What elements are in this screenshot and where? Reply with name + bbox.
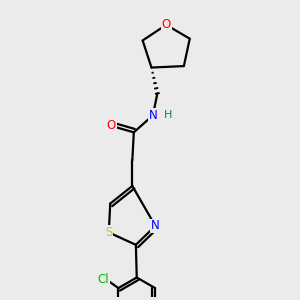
Text: Cl: Cl xyxy=(97,273,109,286)
Text: O: O xyxy=(106,119,116,132)
Text: N: N xyxy=(148,109,157,122)
Text: O: O xyxy=(162,18,171,32)
Text: N: N xyxy=(151,220,160,232)
Text: H: H xyxy=(164,110,172,120)
Text: S: S xyxy=(105,226,112,239)
